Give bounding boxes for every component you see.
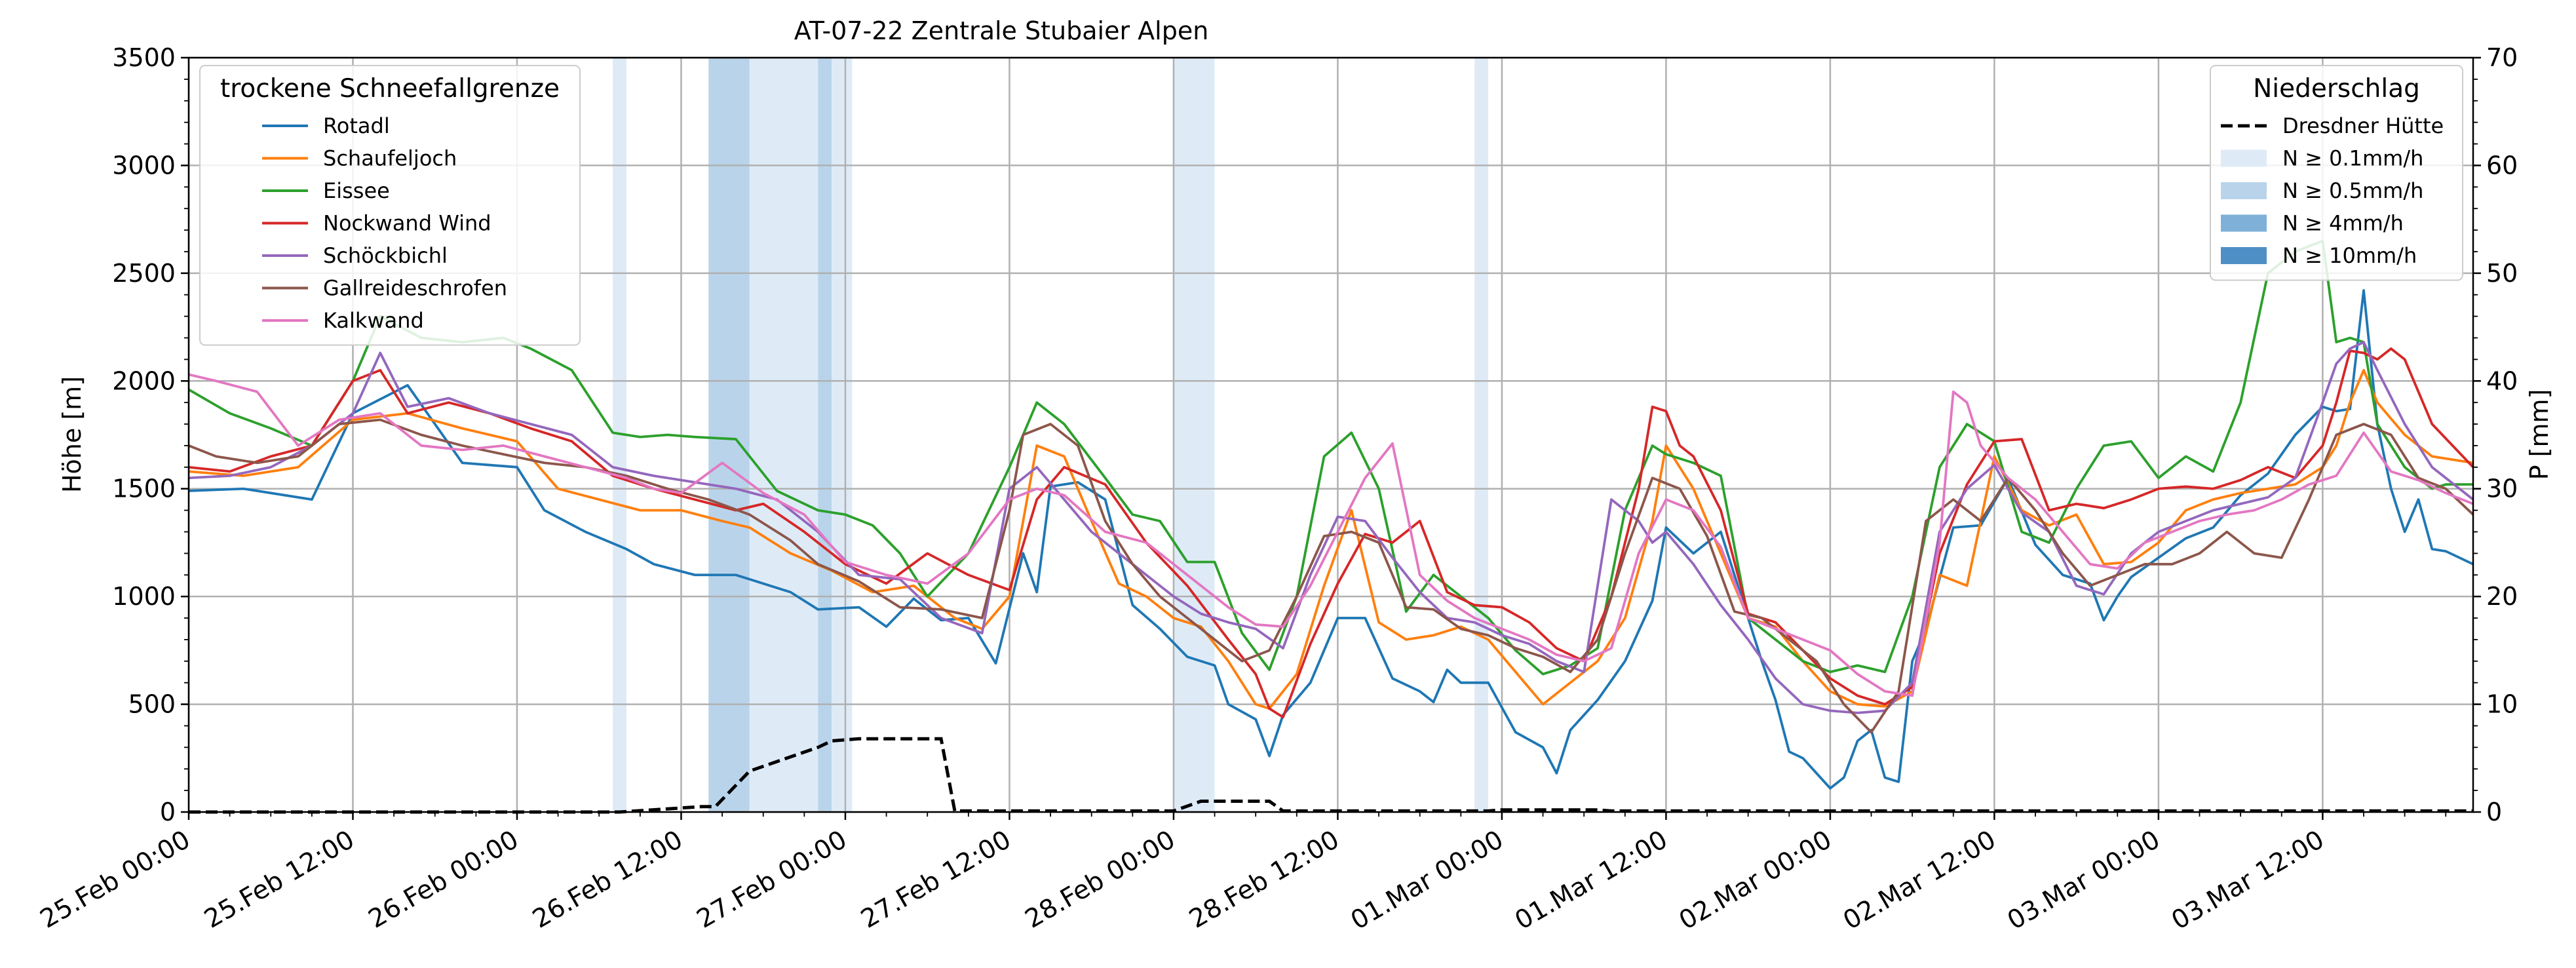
legend-precipitation-frame [2210,65,2463,281]
legend-snowline-label: Kalkwand [323,308,424,333]
series-line-sch-ckbichl [188,341,2474,714]
y2-tick-label: 50 [2486,259,2518,288]
y2-tick-label: 10 [2486,690,2518,719]
legend-snowline-frame [199,65,581,346]
y-axis-label: Höhe [m] [58,376,87,493]
y-tick-label: 2500 [112,259,176,288]
y2-tick-label: 0 [2486,798,2502,826]
precip-band [832,58,853,812]
legend-precip-label: N ≥ 4mm/h [2282,211,2404,236]
precipitation-series [189,737,2473,814]
legend-precip-label: N ≥ 0.5mm/h [2282,178,2423,203]
y-tick-label: 1000 [112,582,176,611]
y2-tick-label: 70 [2486,43,2518,72]
legend-snowline-label: Schaufeljoch [323,146,457,171]
chart-title: AT-07-22 Zentrale Stubaier Alpen [794,16,1209,45]
series-line-nockwand-wind [188,347,2474,719]
series-line-rotadl [188,289,2474,790]
legend-snowline-label: Gallreideschrofen [323,276,507,301]
legend-precipitation: Niederschlag Dresdner Hütte N ≥ 0.1mm/h N ≥… [2210,65,2463,281]
plot-frame [187,56,2474,813]
precipitation-bands [613,58,1489,812]
y-tick-label: 0 [160,798,176,826]
precip-band [818,58,832,812]
legend-precip-swatch [2221,182,2267,199]
legend-snowline-label: Nockwand Wind [323,211,491,236]
y2-tick-label: 60 [2486,151,2518,180]
y2-tick-label: 30 [2486,474,2518,503]
y-tick-label: 3000 [112,151,176,180]
legend-precipitation-title: Niederschlag [2253,74,2420,104]
legend-snowline-title: trockene Schneefallgrenze [220,74,560,104]
y-tick-label: 3500 [112,43,176,72]
precip-band [708,58,750,812]
y2-tick-label: 40 [2486,366,2518,395]
precip-line-dresdner-huette [189,737,2473,814]
y-tick-label: 1500 [112,474,176,503]
legend-precip-label: N ≥ 0.1mm/h [2282,146,2423,171]
legend-snowline-label: Eissee [323,178,390,203]
series-line-gallreideschrofen [188,418,2474,734]
legend-snowline-label: Rotadl [323,113,390,138]
y-tick-label: 2000 [112,366,176,395]
precip-band [1474,58,1489,812]
precip-band [749,58,818,812]
y-tick-label: 500 [128,690,176,719]
y2-axis-label: P [mm] [2525,389,2554,480]
snowline-series [188,239,2474,790]
legend-precip-swatch [2221,247,2267,264]
legend-snowline: trockene Schneefallgrenze Rotadl Schaufelj… [199,65,581,346]
y2-tick-label: 20 [2486,582,2518,611]
legend-precip-label: Dresdner Hütte [2282,113,2444,138]
legend-precip-label: N ≥ 10mm/h [2282,243,2417,268]
legend-precip-swatch [2221,214,2267,232]
legend-snowline-label: Schöckbichl [323,243,448,268]
series-line-kalkwand [188,373,2474,697]
precip-band [1173,58,1215,812]
legend-precip-swatch [2221,149,2267,167]
